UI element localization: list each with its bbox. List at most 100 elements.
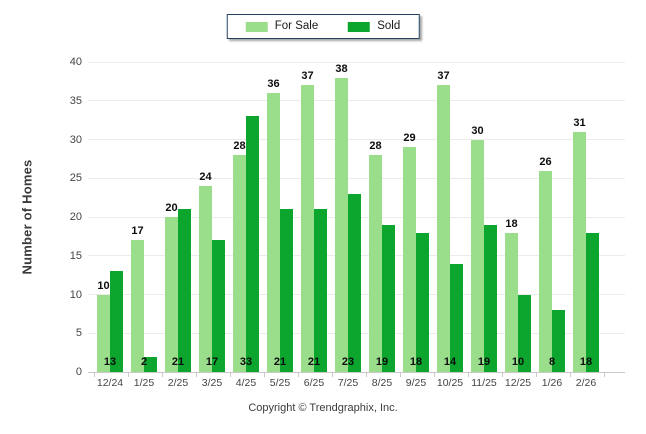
sold-value-label: 21 <box>307 356 321 368</box>
for-sale-swatch <box>245 21 268 32</box>
for-sale-value-label: 18 <box>505 217 518 230</box>
sold-bar <box>586 232 599 372</box>
for-sale-value-label: 31 <box>573 116 586 129</box>
y-axis-tick-label: 25 <box>69 172 82 185</box>
x-axis-tick <box>297 373 299 377</box>
copyright-text: Copyright © Trendgraphix, Inc. <box>248 402 398 414</box>
sold-value-label: 13 <box>103 356 117 368</box>
sold-bar <box>178 209 191 372</box>
sold-bar <box>450 263 463 372</box>
sold-bar <box>484 224 497 372</box>
for-sale-value-label: 37 <box>301 70 314 83</box>
for-sale-bar <box>437 85 450 372</box>
x-axis-tick-label: 9/25 <box>405 377 427 389</box>
x-axis-tick <box>263 373 265 377</box>
for-sale-value-label: 20 <box>165 202 178 214</box>
x-axis-tick-label: 11/25 <box>471 377 497 389</box>
gridline <box>88 61 625 63</box>
x-axis-tick <box>229 373 231 377</box>
for-sale-bar <box>131 240 144 372</box>
y-axis-tick-label: 5 <box>75 327 82 340</box>
sold-bar <box>314 209 327 372</box>
x-axis-tick <box>195 373 197 377</box>
x-axis-tick-label: 2/25 <box>167 377 189 389</box>
sold-value-label: 8 <box>548 356 556 368</box>
sold-value-label: 21 <box>171 356 185 368</box>
for-sale-value-label: 36 <box>267 78 280 90</box>
gridline <box>88 139 625 140</box>
for-sale-bar <box>573 131 586 372</box>
for-sale-bar <box>471 139 484 372</box>
x-axis-tick <box>331 373 333 377</box>
x-axis-tick-label: 12/24 <box>96 377 124 389</box>
y-axis-tick-label: 15 <box>69 249 82 262</box>
y-axis-tick-label: 20 <box>69 211 82 223</box>
y-axis-tick-label: 10 <box>69 288 82 301</box>
for-sale-bar <box>539 170 552 372</box>
for-sale-bar <box>97 294 110 372</box>
x-axis-tick <box>365 373 367 377</box>
sold-legend-label: Sold <box>377 20 401 32</box>
y-axis-tick-label: 35 <box>69 94 82 107</box>
for-sale-value-label: 37 <box>437 70 450 83</box>
for-sale-value-label: 29 <box>403 132 416 145</box>
sold-value-label: 33 <box>239 356 253 368</box>
legend-item-sold: Sold <box>348 20 401 32</box>
for-sale-bar <box>403 147 416 372</box>
x-axis-tick-label: 8/25 <box>371 377 393 389</box>
gridline <box>88 177 625 179</box>
for-sale-bar <box>165 217 178 372</box>
x-axis-tick <box>569 373 571 377</box>
x-axis-tick <box>603 373 605 377</box>
sold-value-label: 19 <box>375 356 389 368</box>
sold-value-label: 23 <box>341 356 355 368</box>
sold-bar <box>246 116 259 372</box>
for-sale-value-label: 10 <box>97 279 110 292</box>
y-axis-tick-label: 0 <box>75 366 82 378</box>
x-axis-tick <box>467 373 469 377</box>
x-axis-tick <box>501 373 503 377</box>
for-sale-bar <box>199 186 212 372</box>
x-axis-tick <box>161 373 163 377</box>
x-axis-tick <box>433 373 435 377</box>
sold-value-label: 17 <box>205 356 219 368</box>
x-axis-tick-label: 3/25 <box>201 377 223 389</box>
x-axis-tick-label: 2/26 <box>575 377 597 389</box>
sold-bar <box>382 224 395 372</box>
for-sale-bar <box>335 77 348 372</box>
x-axis-tick <box>127 373 129 377</box>
for-sale-value-label: 17 <box>131 225 144 238</box>
x-axis-tick-label: 12/25 <box>504 377 532 389</box>
for-sale-value-label: 28 <box>369 140 382 152</box>
sold-value-label: 18 <box>409 356 423 368</box>
x-axis-tick-label: 1/25 <box>133 377 155 389</box>
sold-bar <box>552 310 565 372</box>
for-sale-bar <box>505 232 518 372</box>
sold-bar <box>144 356 157 372</box>
chart-legend: For Sale Sold <box>226 14 420 39</box>
for-sale-bar <box>233 155 246 372</box>
sold-value-label: 10 <box>511 356 525 368</box>
sold-bar <box>212 240 225 372</box>
for-sale-value-label: 38 <box>335 62 348 75</box>
x-axis-tick <box>399 373 401 377</box>
sold-value-label: 21 <box>273 356 287 368</box>
sold-bar <box>416 232 429 372</box>
y-axis-tick-label: 40 <box>69 56 82 68</box>
x-axis-tick-label: 4/25 <box>235 377 257 389</box>
for-sale-value-label: 30 <box>471 124 484 137</box>
x-axis-tick <box>93 373 95 377</box>
sold-swatch <box>348 21 371 32</box>
x-axis-tick-label: 6/25 <box>303 377 325 389</box>
sold-value-label: 14 <box>443 356 457 368</box>
gridline <box>88 371 625 373</box>
x-axis-tick-label: 1/26 <box>541 377 563 389</box>
sold-bar <box>280 209 293 372</box>
y-axis-tick-label: 30 <box>69 133 82 146</box>
for-sale-legend-label: For Sale <box>274 20 319 32</box>
for-sale-bar <box>267 93 280 372</box>
sold-bar <box>110 271 123 372</box>
sold-bar <box>348 193 361 372</box>
legend-item-for-sale: For Sale <box>245 20 319 32</box>
